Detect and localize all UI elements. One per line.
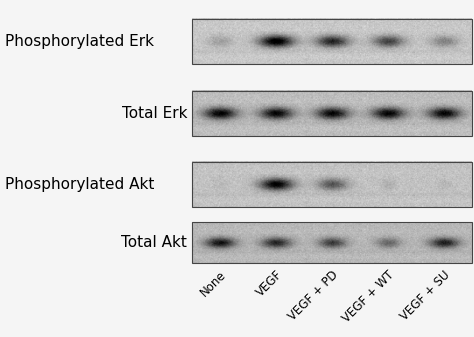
Text: VEGF + PD: VEGF + PD [286,268,341,323]
Text: Total Akt: Total Akt [121,235,187,250]
Bar [192,162,472,207]
Text: VEGF: VEGF [254,268,285,299]
Text: Total Erk: Total Erk [122,106,187,121]
Text: VEGF + SU: VEGF + SU [398,268,453,323]
Bar [192,222,472,263]
Bar [192,91,472,136]
Text: VEGF + WT: VEGF + WT [340,268,397,325]
Text: Phosphorylated Akt: Phosphorylated Akt [5,177,154,192]
Bar [192,19,472,64]
Text: None: None [198,268,229,299]
Text: Phosphorylated Erk: Phosphorylated Erk [5,34,154,49]
